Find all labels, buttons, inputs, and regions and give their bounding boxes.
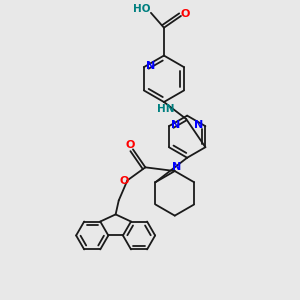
Text: N: N xyxy=(194,120,203,130)
Text: N: N xyxy=(171,120,180,130)
Text: N: N xyxy=(172,162,181,172)
Text: HO: HO xyxy=(133,4,150,14)
Text: O: O xyxy=(180,9,190,19)
Text: O: O xyxy=(125,140,135,150)
Text: O: O xyxy=(120,176,129,186)
Text: HN: HN xyxy=(157,104,174,114)
Text: N: N xyxy=(146,61,155,71)
